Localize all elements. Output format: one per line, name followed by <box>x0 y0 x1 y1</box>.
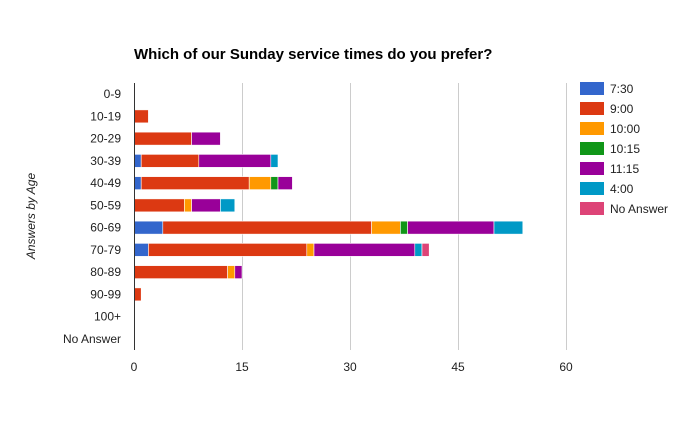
legend-swatch <box>580 142 604 155</box>
gridlines <box>242 83 567 350</box>
x-tick-label: 60 <box>559 360 573 374</box>
legend-swatch <box>580 102 604 115</box>
y-tick-label: 50-59 <box>90 198 121 212</box>
y-tick-label: 20-29 <box>90 132 121 146</box>
bar-segment <box>133 198 185 213</box>
y-tick-label: 100+ <box>94 310 121 324</box>
bar-segment <box>220 198 236 213</box>
bar-segment <box>133 154 142 168</box>
x-tick-label: 45 <box>451 360 465 374</box>
bar-segment <box>270 154 279 168</box>
bar-segment <box>421 243 430 257</box>
bar-segment <box>248 176 272 190</box>
bar-segment <box>493 220 524 235</box>
bar-segment <box>371 220 401 235</box>
x-tick-label: 30 <box>343 360 357 374</box>
legend-label: 11:15 <box>610 162 639 176</box>
bars <box>133 109 524 302</box>
legend-label: 10:15 <box>610 142 640 156</box>
bar-segment <box>148 243 308 257</box>
legend-swatch <box>580 202 604 215</box>
y-tick-label: 90-99 <box>90 287 121 301</box>
legend-label: 10:00 <box>610 122 640 136</box>
bar-segment <box>191 198 221 213</box>
legend-swatch <box>580 182 604 195</box>
bar-segment <box>227 265 236 279</box>
bar-segment <box>306 243 315 257</box>
bar-segment <box>133 265 228 279</box>
chart-title: Which of our Sunday service times do you… <box>134 46 492 63</box>
bar-segment <box>133 176 142 190</box>
y-tick-label: 30-39 <box>90 154 121 168</box>
y-tick-label: No Answer <box>63 332 121 346</box>
x-tick-label: 0 <box>131 360 138 374</box>
bar-segment <box>184 198 192 213</box>
y-tick-label: 60-69 <box>90 221 121 235</box>
bar-segment <box>277 176 293 190</box>
y-tick-label: 40-49 <box>90 176 121 190</box>
y-axis-label: Answers by Age <box>24 173 38 261</box>
axes: 0 15 30 45 60 0-9 10-19 20-29 30-39 40-49 50-59 60-… <box>63 83 573 374</box>
bar-segment <box>270 176 279 190</box>
bar-segment <box>162 220 372 235</box>
bar-segment <box>133 131 192 146</box>
y-tick-label: 0-9 <box>104 87 122 101</box>
legend-label: 4:00 <box>610 182 634 196</box>
bar-segment <box>140 176 250 190</box>
y-tick-label: 80-89 <box>90 265 121 279</box>
bar-segment <box>133 109 149 124</box>
bar-segment <box>414 243 423 257</box>
legend-label: 9:00 <box>610 102 634 116</box>
bar-segment <box>407 220 495 235</box>
bar-segment <box>133 287 142 302</box>
bar-segment <box>234 265 243 279</box>
legend-label: No Answer <box>610 202 668 216</box>
bar-segment <box>198 154 272 168</box>
bar-segment <box>400 220 408 235</box>
y-tick-label: 10-19 <box>90 109 121 123</box>
bar-segment <box>313 243 416 257</box>
bar-segment <box>140 154 200 168</box>
bar-segment <box>191 131 221 146</box>
bar-segment <box>133 220 164 235</box>
legend-label: 7:30 <box>610 82 634 96</box>
legend-swatch <box>580 162 604 175</box>
y-tick-label: 70-79 <box>90 243 121 257</box>
x-tick-label: 15 <box>235 360 249 374</box>
legend-swatch <box>580 82 604 95</box>
legend: 7:30 9:00 10:00 10:15 11:15 4:00 No Answer <box>580 82 668 216</box>
bar-segment <box>133 243 149 257</box>
legend-swatch <box>580 122 604 135</box>
